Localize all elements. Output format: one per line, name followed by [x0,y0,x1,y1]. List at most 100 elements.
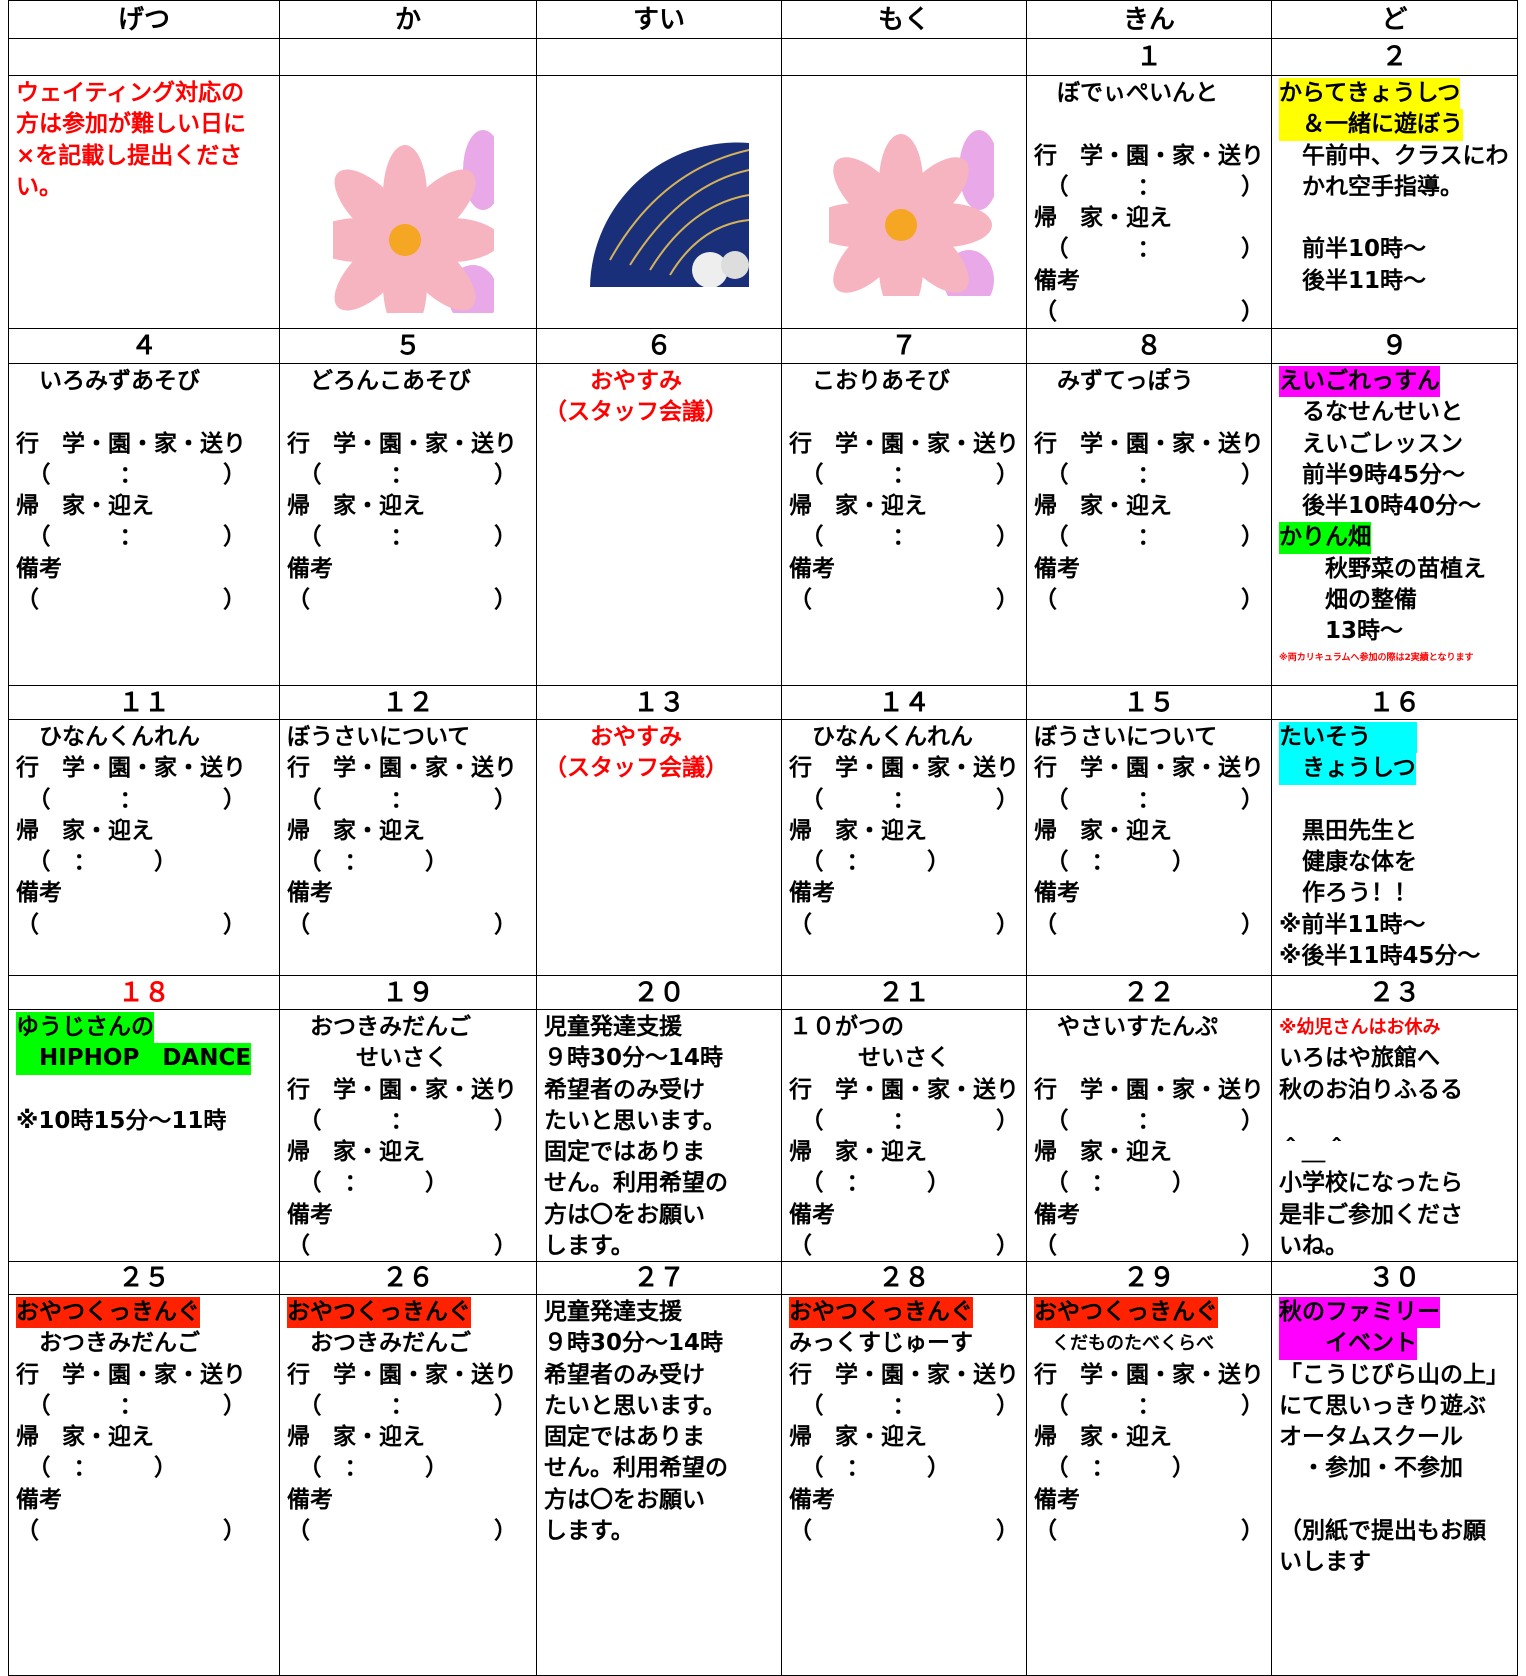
line-text: 帰 家・迎え [1034,1424,1172,1451]
line-text: （ ） [1034,911,1264,938]
text-line: 前半10時～ [1279,234,1517,265]
day-cell: ゆうじさんの HIPHOP DANCE ※10時15分～11時 [8,1009,280,1262]
text-line: おつきみだんご [16,1328,279,1359]
content-row: ひなんくんれん行 学・園・家・送り （ ： ） 帰 家・迎え （ ： ） 備考 （ ）… [8,719,1518,976]
line-text: 方は参加が難しい日に [16,111,246,138]
line-text: （ ： ） [16,786,246,813]
day-header: もく [781,0,1027,39]
line-text: （ ： ） [16,1455,177,1482]
cell-content: みずてっぽう行 学・園・家・送り （ ： ） 帰 家・迎え （ ： ） 備考 （ ） [1028,365,1271,685]
content-row: ウェイティング対応の 方は参加が難しい日に ×を記載し提出くださ い。 ぼでぃぺいんと… [8,75,1518,329]
line-text: かりん畑 [1279,522,1371,554]
line-text: 黒田先生と [1279,817,1417,844]
text-line: （ ） [287,910,536,941]
line-text: いします [1279,1549,1371,1576]
text-line: 行 学・園・家・送り [16,1360,279,1391]
text-line: 13時～ [1279,616,1517,647]
line-text: （ ） [16,587,246,614]
line-text: （ ： ） [789,1170,950,1197]
text-line: （ ） [1034,297,1271,327]
text-line: 帰 家・迎え [16,1422,279,1453]
text-line: （ ： ） [287,1453,536,1484]
day-cell: ひなんくんれん行 学・園・家・送り （ ： ） 帰 家・迎え （ ： ） 備考 （ ） [8,719,280,976]
text-line: 帰 家・迎え [287,1137,536,1168]
text-line: 方は〇をお願い [544,1485,781,1516]
line-text: （ ： ） [789,1455,950,1482]
text-line [1034,397,1271,428]
text-line: にて思いっきり遊ぶ [1279,1391,1517,1422]
line-text: （ ） [789,1518,1019,1545]
text-line: （ ： ） [287,785,536,816]
line-text: みっくすじゅーす [789,1330,973,1357]
line-text: おやつくっきんぐ [16,1297,200,1329]
line-text: 前半10時～ [1279,236,1427,263]
text-line: みっくすじゅーす [789,1328,1026,1359]
line-text: せん。利用希望の [544,1170,728,1197]
text-line: ※10時15分～11時 [16,1106,279,1137]
text-line: 黒田先生と [1279,816,1517,847]
line-text: ９時30分～14時 [544,1045,724,1072]
line-text: おつきみだんご [287,1330,471,1357]
text-line: おやつくっきんぐ [789,1297,1026,1329]
line-text: 秋のお泊りふるる [1279,1076,1463,1103]
cell-content: 児童発達支援 ９時30分～14時 希望者のみ受け たいと思います。 固定ではありま せん。… [538,1011,781,1261]
text-line: 備考 [16,554,279,585]
cell-content: ゆうじさんの HIPHOP DANCE ※10時15分～11時 [10,1011,279,1261]
text-line: 方は〇をお願い [544,1200,781,1231]
line-text: （ ： ） [16,524,246,551]
text-line: オータムスクール [1279,1422,1517,1453]
line-text: るなせんせいと [1279,399,1463,426]
line-text: ゆうじさんの [16,1012,154,1044]
line-text: 帰 家・迎え [1034,205,1172,232]
text-line: ゆうじさんの [16,1012,279,1044]
line-text: きょうしつ [1279,753,1416,785]
cell-content: おやつくっきんぐ おつきみだんご行 学・園・家・送り （ ： ） 帰 家・迎え （… [281,1296,536,1675]
line-text: 行 学・園・家・送り [287,755,517,782]
day-cell: たいそう きょうしつ 黒田先生と 健康な体を 作ろう！！ ※前半11時～ ※後半11… [1271,719,1518,976]
text-line: （ ） [16,1516,279,1547]
day-cell: おやつくっきんぐ おつきみだんご行 学・園・家・送り （ ： ） 帰 家・迎え （… [8,1294,280,1676]
line-text: （ ： ） [16,461,246,488]
text-line: 備考 [789,1485,1026,1516]
text-line: 行 学・園・家・送り [1034,753,1271,784]
line-text: くだものたべくらべ [1034,1333,1214,1355]
text-line: えいごれっすん [1279,366,1517,398]
text-line: （別紙で提出もお願 [1279,1516,1517,1547]
line-text: オータムスクール [1279,1424,1463,1451]
text-line: （ ） [1034,910,1271,941]
line-text: ※幼児さんはお休み [1279,1017,1441,1038]
flower-image [829,130,994,296]
text-line: （ ） [1034,1231,1271,1260]
line-text: 備考 [1034,1201,1080,1228]
line-text: ※後半11時45分～ [1279,943,1481,970]
line-text: 健康な体を [1279,849,1417,876]
line-text: 備考 [789,880,835,907]
text-line: 行 学・園・家・送り [287,429,536,460]
line-text: おやつくっきんぐ [1034,1297,1218,1329]
text-line: 帰 家・迎え [1034,491,1271,522]
day-header: ど [1271,0,1518,39]
line-text: 作ろう！！ [1279,880,1417,907]
line-text: 備考 [287,880,333,907]
line-text: 行 学・園・家・送り [1034,1076,1264,1103]
line-text: 備考 [16,555,62,582]
text-line: 備考 [1034,878,1271,909]
day-cell: 児童発達支援 ９時30分～14時 希望者のみ受け たいと思います。 固定ではありま せん。… [536,1294,782,1676]
date-cell: ２５ [8,1261,280,1295]
text-line: （ ： ） [1034,1106,1271,1137]
day-header: げつ [8,0,280,39]
line-text: （ ） [789,911,1019,938]
date-cell: ２３ [1271,975,1518,1010]
line-text: 希望者のみ受け [544,1361,705,1388]
line-text: ９時30分～14時 [544,1330,724,1357]
date-cell: ２１ [781,975,1027,1010]
line-text: （ ： ） [789,1392,1019,1419]
date-cell: ３０ [1271,1261,1518,1295]
line-text: 行 学・園・家・送り [789,755,1019,782]
text-line: ・参加・不参加 [1279,1453,1517,1484]
line-text: （ ： ） [287,849,448,876]
text-line: いします [1279,1547,1517,1578]
line-text: （ ： ） [287,786,517,813]
text-line: （ ： ） [1034,785,1271,816]
